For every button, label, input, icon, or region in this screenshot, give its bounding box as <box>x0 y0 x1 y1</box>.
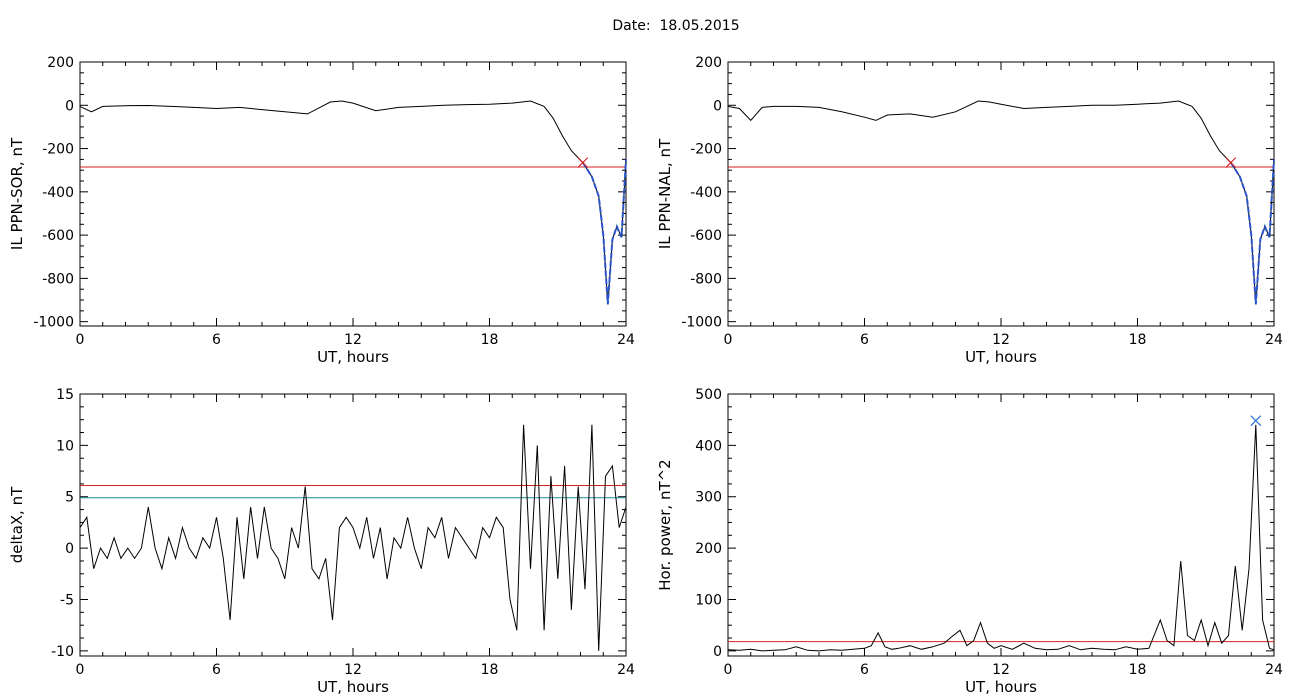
x-tick-label: 0 <box>724 662 733 678</box>
y-tick-label: -600 <box>42 228 74 244</box>
figure-title: Date: 18.05.2015 <box>612 18 740 34</box>
y-tick-label: 5 <box>65 490 74 506</box>
x-tick-label: 24 <box>1265 332 1283 348</box>
y-tick-label: 15 <box>56 387 74 403</box>
x-tick-label: 18 <box>1129 662 1147 678</box>
x-tick-label: 24 <box>1265 662 1283 678</box>
plot-frame <box>727 61 1275 327</box>
y-tick-label: -1000 <box>33 315 74 331</box>
x-tick-label: 18 <box>481 332 499 348</box>
x-tick-label: 24 <box>617 332 635 348</box>
detection-marker <box>1225 157 1237 169</box>
x-tick-label: 24 <box>617 662 635 678</box>
y-tick-label: 400 <box>695 438 722 454</box>
y-tick-label: -400 <box>690 185 722 201</box>
x-tick-label: 0 <box>76 662 85 678</box>
y-axis-label: IL PPN-NAL, nT <box>656 138 674 249</box>
y-axis-label: deltaX, nT <box>8 486 26 563</box>
series-line <box>79 424 627 651</box>
x-tick-label: 0 <box>724 332 733 348</box>
y-tick-label: 300 <box>695 490 722 506</box>
x-tick-label: 6 <box>860 662 869 678</box>
y-tick-label: -5 <box>60 592 74 608</box>
x-axis-label: UT, hours <box>317 348 389 366</box>
x-tick-label: 12 <box>992 332 1010 348</box>
x-tick-label: 6 <box>860 332 869 348</box>
x-tick-label: 6 <box>212 662 221 678</box>
x-tick-label: 18 <box>1129 332 1147 348</box>
y-tick-label: -800 <box>42 271 74 287</box>
y-tick-label: -1000 <box>681 315 722 331</box>
y-tick-label: 0 <box>713 98 722 114</box>
y-tick-label: 200 <box>695 55 722 71</box>
y-tick-label: 10 <box>56 438 74 454</box>
x-axis-label: UT, hours <box>317 678 389 696</box>
panel-hor-power: 0 6 12 18 24 500 400 300 200 100 0 UT, hours Hor. po… <box>656 387 1283 696</box>
panel-deltax: 0 6 12 18 24 15 10 5 0 -5 -10 UT, hours deltaX, nT <box>8 387 635 696</box>
x-tick-label: 0 <box>76 332 85 348</box>
detection-marker <box>577 157 589 169</box>
x-tick-label: 12 <box>992 662 1010 678</box>
x-tick-label: 12 <box>344 662 362 678</box>
panel-il-ppn-nal: 0 6 12 18 24 200 0 -200 -400 -600 -800 -1000 UT, hou… <box>656 55 1283 366</box>
y-tick-label: 500 <box>695 387 722 403</box>
y-axis-label: IL PPN-SOR, nT <box>8 137 26 250</box>
x-axis-label: UT, hours <box>965 678 1037 696</box>
y-tick-label: -400 <box>42 185 74 201</box>
panel-il-ppn-sor: 0 6 12 18 24 200 0 -200 -400 -600 -800 -1000 UT, hou… <box>8 55 635 366</box>
y-tick-label: -200 <box>690 142 722 158</box>
y-tick-label: 100 <box>695 592 722 608</box>
y-tick-label: 0 <box>65 98 74 114</box>
highlight-segment <box>1229 159 1275 305</box>
x-tick-label: 12 <box>344 332 362 348</box>
plot-frame <box>727 393 1275 657</box>
y-tick-label: -200 <box>42 142 74 158</box>
highlight-segment <box>581 159 627 305</box>
y-tick-label: -600 <box>690 228 722 244</box>
y-tick-label: 0 <box>713 644 722 660</box>
detection-marker <box>1250 415 1262 427</box>
x-tick-label: 18 <box>481 662 499 678</box>
plot-frame <box>79 61 627 327</box>
y-tick-label: 0 <box>65 541 74 557</box>
series-line <box>727 424 1275 652</box>
x-axis-label: UT, hours <box>965 348 1037 366</box>
series-line <box>79 100 627 305</box>
y-tick-label: -800 <box>690 271 722 287</box>
y-axis-label: Hor. power, nT^2 <box>656 459 674 590</box>
y-tick-label: -10 <box>51 644 74 660</box>
x-tick-label: 6 <box>212 332 221 348</box>
series-line <box>727 100 1275 305</box>
y-tick-label: 200 <box>695 541 722 557</box>
y-tick-label: 200 <box>47 55 74 71</box>
